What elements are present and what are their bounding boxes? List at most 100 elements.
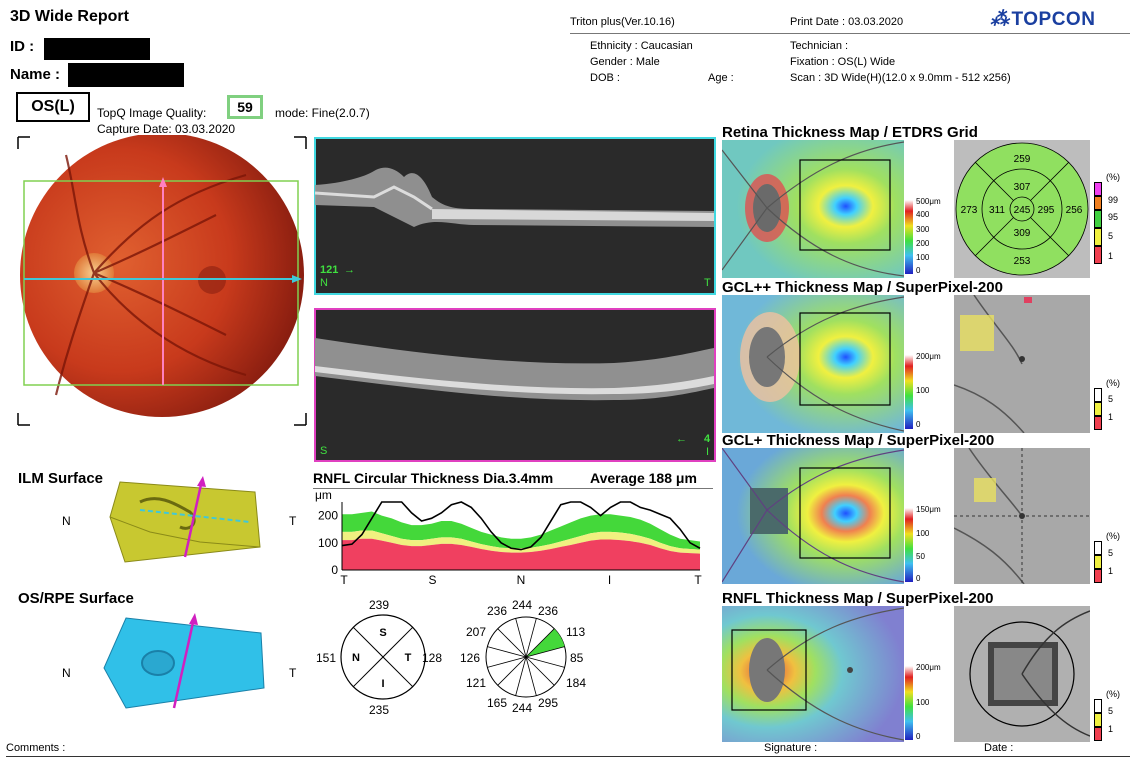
retina-scale-300: 300 [916,225,930,234]
rnfl-x-tick: T [694,573,702,587]
clock-divider [525,656,537,696]
arrow-right-icon: → [344,264,355,276]
clock-divider [525,618,537,658]
rnfl-x-tick: N [517,573,526,587]
pct-swatch-green [1094,210,1102,228]
gclp-map-title: GCL+ Thickness Map / SuperPixel-200 [722,432,995,449]
clock-10-value: 207 [466,625,487,639]
clock-2-value: 113 [566,625,586,639]
etdrs-inner-s: 307 [1014,182,1031,193]
quad-n-letter: N [352,652,360,664]
rnfl-pct-yellow [1094,713,1102,727]
clock-1-value: 236 [538,604,559,618]
retina-scale-400: 400 [916,210,930,219]
etdrs-inner-i: 309 [1014,228,1031,239]
name-label: Name : [10,66,61,83]
rnfl-y-tick: 0 [331,563,338,577]
pct-swatch-red [1094,246,1102,264]
gclp-thickness-map [722,448,904,584]
rnfl-scale-100: 100 [916,698,930,707]
age: Age : [708,72,734,84]
rnfl-superpixel-map [954,606,1090,742]
brand-mark-icon: ⁂ [990,9,1010,30]
clock-3-value: 85 [570,651,584,665]
gclp-pct-yellow [1094,555,1102,569]
oct-vertical-bscan: S ← 4 I [314,308,716,462]
retina-map-title: Retina Thickness Map / ETDRS Grid [722,124,978,141]
gclpp-superpixel-map [954,295,1090,433]
quad-i-letter: I [381,678,384,690]
report-title: 3D Wide Report [10,8,129,25]
gclp-colorbar [905,508,913,582]
gclp-pct-5: 5 [1108,548,1114,558]
dob: DOB : [590,72,620,84]
technician: Technician : [790,40,849,52]
etdrs-outer-t: 256 [1066,205,1083,216]
oct-v-inferior-label: I [706,446,709,458]
ilm-surface-title: ILM Surface [18,470,104,487]
clock-divider [525,628,555,658]
retina-pct-95: 95 [1108,212,1119,222]
eye-indicator: OS(L) [16,92,90,122]
rnfl-pct-label: (%) [1106,689,1120,699]
retina-pct-label: (%) [1106,172,1120,182]
gclpp-scale-0: 0 [916,420,921,429]
gclpp-pct-label: (%) [1106,378,1120,388]
clock-divider [525,656,555,686]
retina-pct-99: 99 [1108,195,1119,205]
etdrs-outer-n: 273 [961,205,978,216]
rnfl-thickness-map [722,606,904,742]
id-redaction [44,38,150,60]
gclpp-pct-white [1094,388,1102,402]
rnfl-pct-5: 5 [1108,706,1114,716]
rpe-surface-render [103,613,265,709]
rnfl-y-tick: 100 [318,536,338,550]
quad-t-letter: T [405,652,412,664]
print-date: Print Date : 03.03.2020 [790,16,904,28]
oct-h-nasal-label: N [320,277,328,289]
device-version: Triton plus(Ver.10.16) [570,16,675,28]
oct-horizontal-bscan: 121 → N T [314,137,716,295]
clock-6-value: 244 [512,701,533,715]
gclp-scale-unit: 150μm [916,505,941,514]
rnfl-x-tick: T [340,573,348,587]
quad-t-value: 128 [422,651,443,665]
gclp-scale-100: 100 [916,529,930,538]
clock-divider [497,656,527,686]
gclpp-scale-unit: 200μm [916,352,941,361]
retina-scale-unit: 500μm [916,197,941,206]
rnfl-x-tick: S [428,573,436,587]
rnfl-scale-unit: 200μm [916,663,941,672]
gclpp-pct-5: 5 [1108,394,1114,404]
pct-swatch-orange [1094,196,1102,210]
pct-swatch-magenta [1094,182,1102,196]
fundus-image [17,135,307,426]
gclp-scale-50: 50 [916,552,925,561]
oct-v-superior-label: S [320,445,327,457]
rnfl-pct-1: 1 [1108,724,1114,734]
clock-7-value: 165 [487,696,508,710]
rnfl-measured-line [341,501,701,551]
gender: Gender : Male [590,56,660,68]
clock-divider [515,618,527,658]
rnfl-unit: μm [315,488,332,502]
clock-divider [487,646,527,658]
etdrs-inner-n: 311 [989,205,1005,216]
gclp-pct-1: 1 [1108,566,1114,576]
etdrs-outer-i: 253 [1014,256,1031,267]
oct-v-scan-number: 4 [704,433,711,445]
signature-label: Signature : [764,742,818,754]
ethnicity: Ethnicity : Caucasian [590,40,693,52]
quad-i-value: 235 [369,703,390,717]
clock-8-value: 121 [466,676,487,690]
clock-12-value: 244 [512,598,533,612]
gclpp-colorbar [905,355,913,429]
name-redaction [68,63,184,87]
rnfl-quadrant-diagram: S N T I [340,614,426,700]
gclpp-pct-red [1094,416,1102,430]
scan-mode: mode: Fine(2.0.7) [275,106,370,120]
rnfl-pct-red [1094,727,1102,741]
gclpp-scale-100: 100 [916,386,930,395]
id-label: ID : [10,38,35,55]
